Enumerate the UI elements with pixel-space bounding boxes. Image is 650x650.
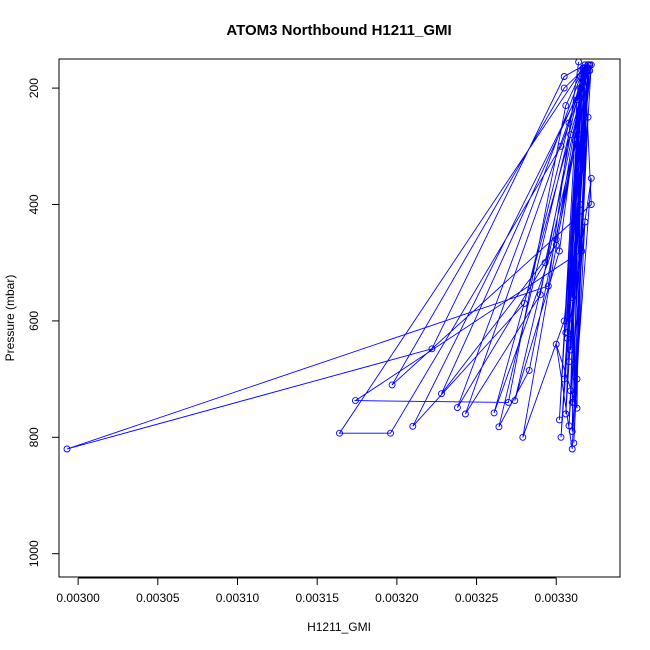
data-point <box>536 291 544 299</box>
data-point <box>565 119 573 127</box>
data-point <box>525 366 533 374</box>
chart-title: ATOM3 Northbound H1211_GMI <box>226 22 451 39</box>
data-point <box>571 137 579 144</box>
data-point <box>565 358 573 366</box>
x-axis: 0.00300 0.00305 0.00310 0.00315 0.00320 0.003… <box>56 577 579 605</box>
data-point <box>571 206 579 214</box>
data-point <box>560 317 568 325</box>
data-point <box>560 375 568 383</box>
data-point <box>573 375 581 383</box>
data-point <box>461 410 469 418</box>
data-point <box>584 61 592 69</box>
data-point <box>579 107 587 115</box>
data-point <box>387 429 394 437</box>
y-axis-label: Pressure (mbar) <box>3 275 17 362</box>
data-point <box>409 422 417 430</box>
data-point <box>565 422 573 430</box>
data-point <box>584 113 592 121</box>
data-point <box>544 282 552 290</box>
data-point <box>563 317 571 325</box>
data-point <box>562 102 570 110</box>
data-point <box>578 247 586 255</box>
data-point <box>336 429 343 437</box>
data-point <box>560 73 568 80</box>
data-point <box>576 84 584 92</box>
data-point <box>520 299 528 307</box>
x-tick-label: 0.00305 <box>136 591 180 605</box>
y-axis: 200 400 600 800 1000 <box>27 78 60 567</box>
data-point <box>511 397 519 405</box>
data-point <box>557 142 565 150</box>
x-tick-label: 0.00320 <box>375 591 419 605</box>
data-point <box>351 397 359 405</box>
data-point <box>555 416 563 424</box>
data-point <box>504 398 512 406</box>
data-point <box>428 345 436 353</box>
data-point <box>587 174 595 182</box>
data-point <box>568 428 576 435</box>
data-point <box>63 445 71 453</box>
data-point <box>557 433 565 441</box>
data-point <box>567 346 575 354</box>
y-tick-label: 800 <box>27 427 41 447</box>
y-tick-label: 200 <box>27 78 41 98</box>
data-point <box>568 398 576 406</box>
data-point <box>552 235 560 243</box>
data-point <box>555 247 563 255</box>
data-point <box>552 340 560 348</box>
data-point <box>578 131 586 139</box>
data-point <box>541 259 549 267</box>
data-point <box>568 294 576 302</box>
data-point <box>573 404 581 412</box>
y-tick-label: 1000 <box>27 540 41 567</box>
data-point <box>563 329 571 337</box>
data-point <box>519 433 527 441</box>
data-point <box>576 201 584 208</box>
data-point <box>490 409 498 417</box>
x-tick-label: 0.00330 <box>535 591 579 605</box>
data-point <box>573 96 581 104</box>
y-tick-label: 600 <box>27 311 41 331</box>
data-point <box>495 423 503 431</box>
x-tick-label: 0.00310 <box>216 591 260 605</box>
data-point <box>578 142 586 150</box>
data-point <box>567 131 575 139</box>
x-tick-label: 0.00300 <box>56 591 100 605</box>
data-point <box>562 410 570 418</box>
data-point <box>567 387 575 395</box>
data-point <box>575 59 583 66</box>
data-point <box>438 390 445 398</box>
data-point <box>581 84 589 92</box>
series-layer <box>63 59 595 453</box>
y-tick-label: 400 <box>27 194 41 214</box>
data-point <box>578 67 586 75</box>
x-tick-label: 0.00325 <box>455 591 499 605</box>
data-point <box>560 84 568 92</box>
x-tick-label: 0.00315 <box>295 591 339 605</box>
data-point <box>587 201 595 208</box>
data-point <box>388 381 396 389</box>
data-point <box>581 218 589 226</box>
series-line <box>66 61 592 450</box>
data-point <box>571 270 579 278</box>
data-point <box>453 404 461 412</box>
data-point <box>570 439 578 447</box>
x-axis-label: H1211_GMI <box>307 620 371 634</box>
